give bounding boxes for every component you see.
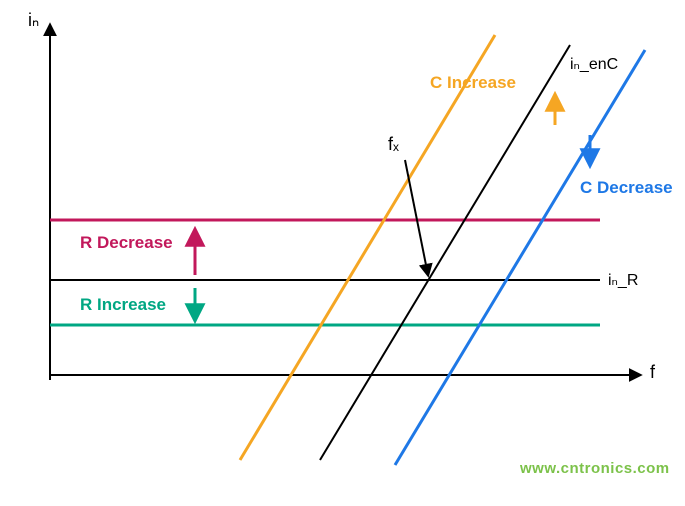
in-r-label: iₙ_R xyxy=(608,270,638,290)
fx-arrow xyxy=(405,160,428,275)
c-increase-label: C Increase xyxy=(430,73,516,93)
c-decrease-label: C Decrease xyxy=(580,178,673,198)
watermark: www.cntronics.com xyxy=(520,460,670,477)
r-increase-label: R Increase xyxy=(80,295,166,315)
c-increase-line xyxy=(240,35,495,460)
fx-label: fₓ xyxy=(388,134,399,155)
in-enc-label: iₙ_enC xyxy=(570,54,618,74)
y-axis-label: iₙ xyxy=(28,10,39,31)
r-decrease-label: R Decrease xyxy=(80,233,173,253)
x-axis-label: f xyxy=(650,362,655,383)
c-decrease-line xyxy=(395,50,645,465)
in-enc-line xyxy=(320,45,570,460)
